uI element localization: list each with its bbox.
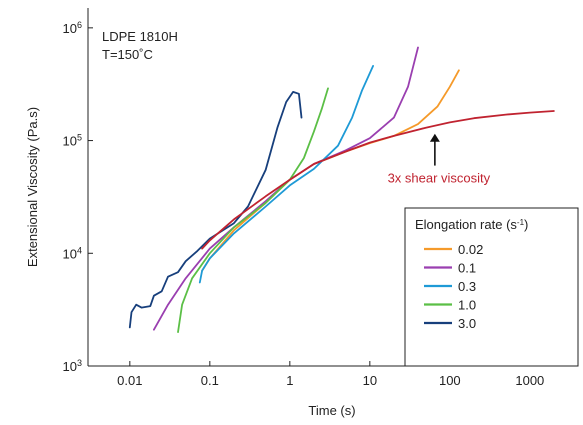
- x-tick-label: 0.1: [201, 373, 219, 388]
- shear-viscosity-label: 3x shear viscosity: [388, 171, 491, 186]
- x-tick-label: 0.01: [117, 373, 142, 388]
- y-tick-label: 105: [63, 133, 82, 149]
- x-tick-label: 1000: [515, 373, 544, 388]
- material-label: LDPE 1810H: [102, 29, 178, 44]
- legend-label-0.02: 0.02: [458, 242, 483, 257]
- y-tick-exponent: 5: [77, 133, 82, 143]
- y-tick-exponent: 4: [77, 245, 82, 255]
- series-layer: [128, 46, 555, 333]
- legend-title-sup: -1: [517, 218, 525, 227]
- y-tick-label: 104: [63, 245, 82, 261]
- y-tick-base: 10: [63, 246, 77, 261]
- shear-viscosity-annotation: 3x shear viscosity: [388, 133, 491, 186]
- shear-arrow-head: [429, 133, 440, 142]
- legend-title-end: ): [524, 217, 528, 232]
- legend-label-0.3: 0.3: [458, 279, 476, 294]
- y-tick-base: 10: [63, 359, 77, 374]
- series-line-3-0: [128, 91, 303, 329]
- y-tick-exponent: 6: [77, 20, 82, 30]
- legend-label-0.1: 0.1: [458, 261, 476, 276]
- x-axis-ticks: 0.01 0.1 1 10 100 1000: [117, 361, 544, 388]
- series-line-3x-shear-viscosity: [201, 110, 555, 250]
- x-tick-label: 10: [363, 373, 377, 388]
- y-tick-base: 10: [63, 134, 77, 149]
- y-tick-label: 103: [63, 358, 82, 374]
- series-line-0-3: [198, 65, 374, 284]
- x-tick-label: 100: [439, 373, 461, 388]
- legend-label-1.0: 1.0: [458, 298, 476, 313]
- x-tick-label: 1: [286, 373, 293, 388]
- y-tick-base: 10: [63, 21, 77, 36]
- y-tick-exponent: 3: [77, 358, 82, 368]
- legend-title: Elongation rate (s-1): [415, 217, 528, 232]
- series-line-1-0: [177, 87, 329, 333]
- legend-title-main: Elongation rate (s: [415, 217, 517, 232]
- legend-label-3.0: 3.0: [458, 316, 476, 331]
- y-tick-label: 106: [63, 20, 82, 36]
- legend-items: 0.02 0.1 0.3 1.0 3.0: [424, 242, 483, 331]
- legend: Elongation rate (s-1) 0.02 0.1 0.3 1.0 3.0: [404, 207, 579, 367]
- y-axis-title: Extensional Viscosity (Pa.s): [25, 107, 40, 267]
- temperature-label: T=150˚C: [102, 47, 153, 62]
- x-axis-title: Time (s): [308, 403, 355, 418]
